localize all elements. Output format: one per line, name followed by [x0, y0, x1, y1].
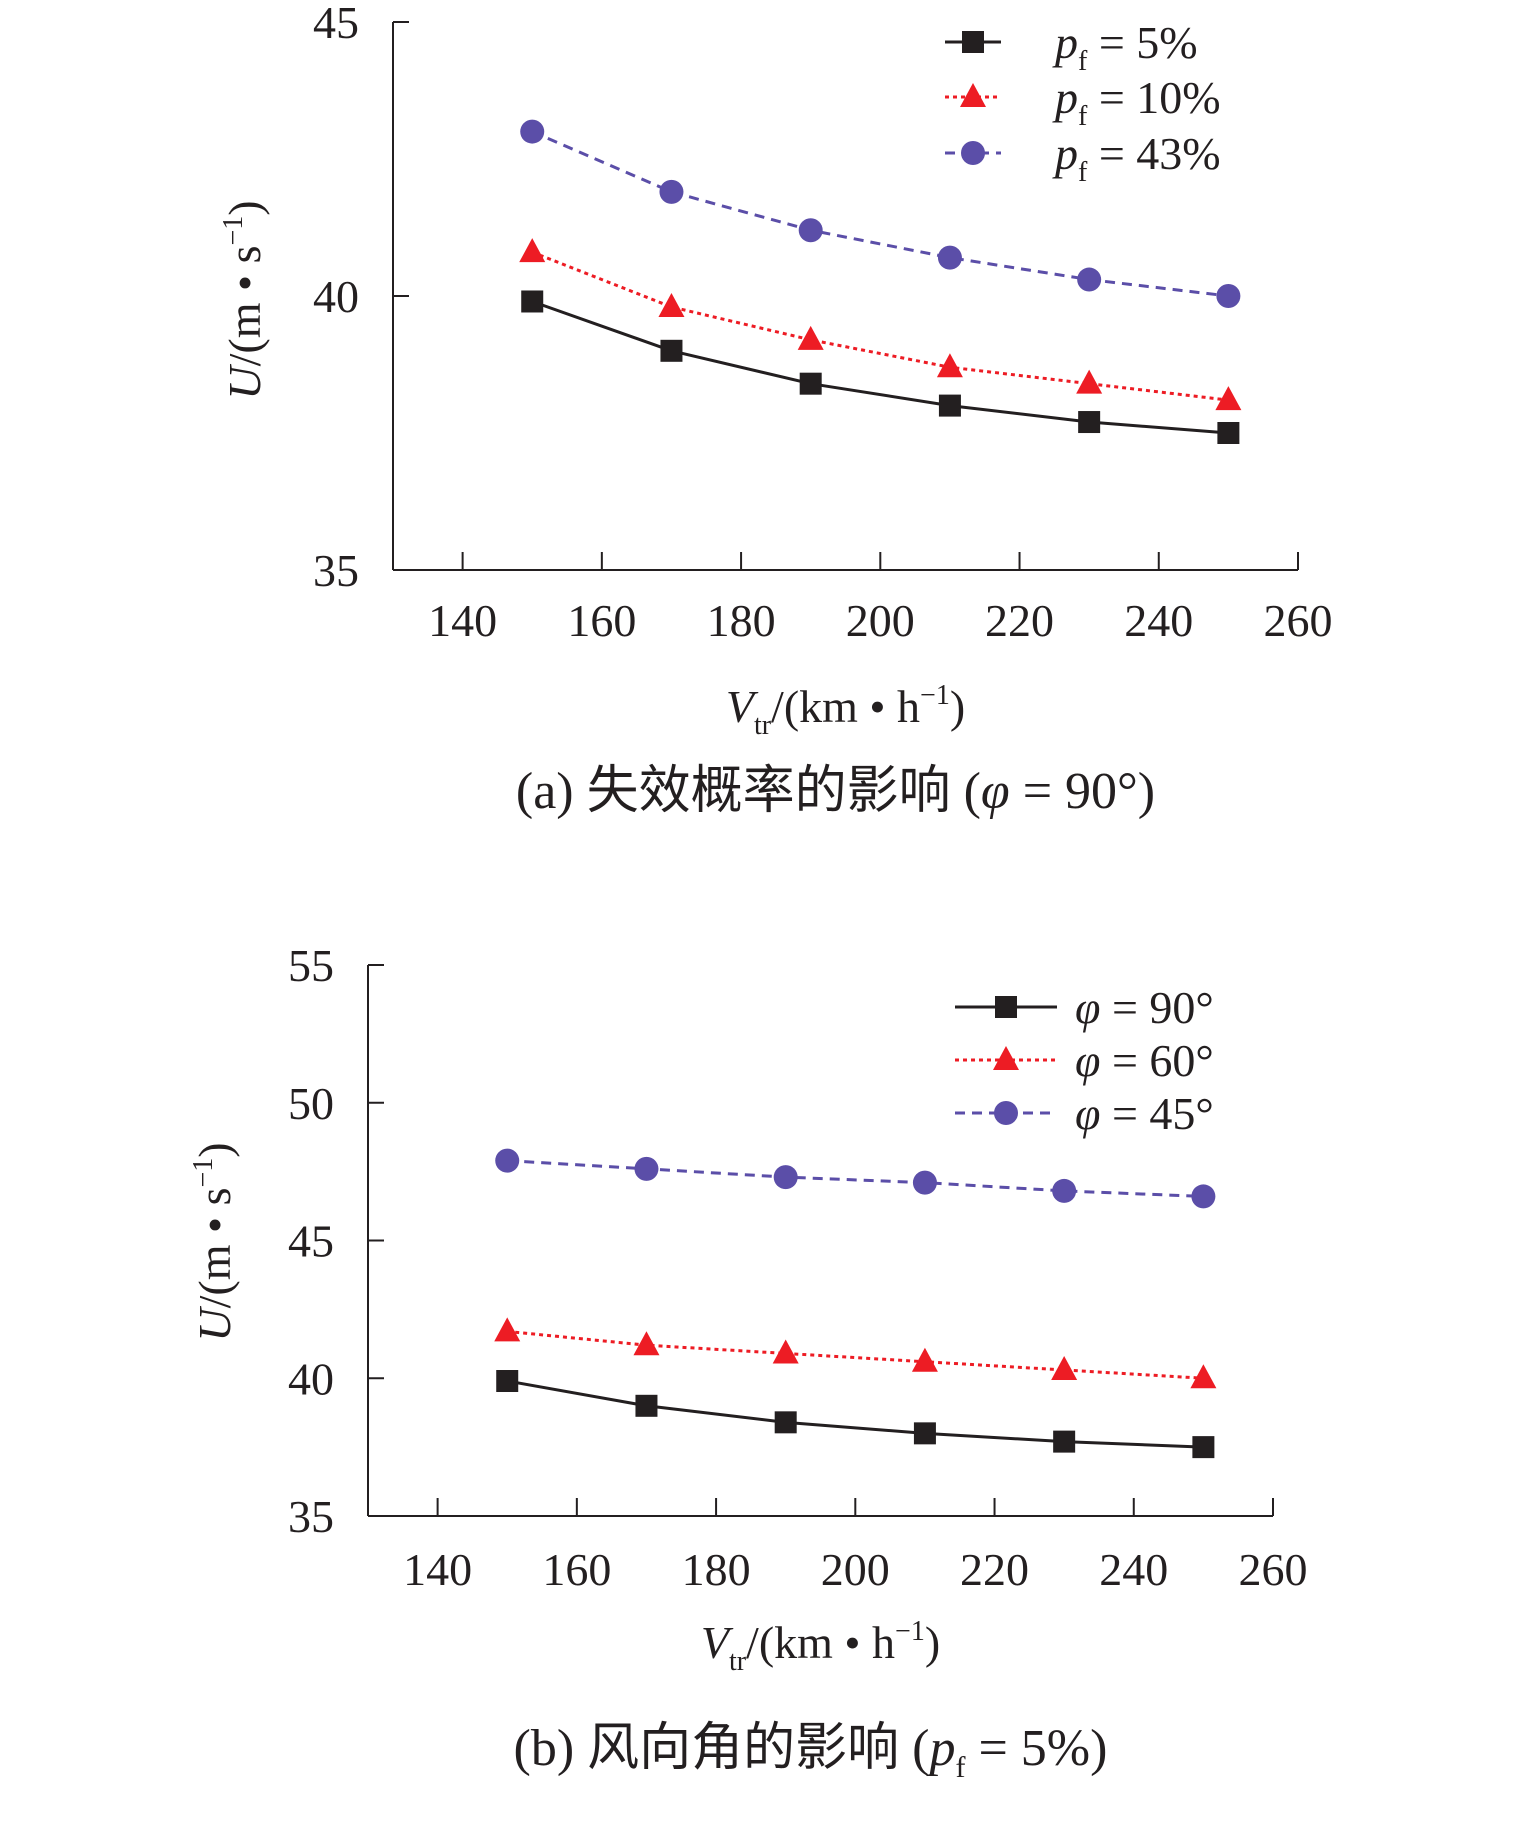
data-point — [494, 1317, 521, 1342]
legend-marker — [993, 1046, 1019, 1070]
x-tick-label: 180 — [707, 595, 776, 646]
legend-label: pf = 10% — [1052, 72, 1221, 132]
series-2 — [494, 1317, 1217, 1389]
data-point — [1215, 386, 1242, 411]
legend-label: pf = 43% — [1052, 128, 1221, 188]
data-point — [911, 1347, 938, 1372]
legend-entry-1: φ = 90° — [955, 982, 1214, 1033]
chart-panel-b: 35 40 45 50 55 140 160 180 200 220 240 260 Vtr/(km •… — [188, 940, 1308, 1784]
data-point — [633, 1331, 660, 1356]
x-tick-label: 240 — [1099, 1544, 1168, 1595]
data-point — [521, 290, 544, 313]
x-tick-label: 160 — [567, 595, 636, 646]
y-tick-label: 45 — [313, 0, 359, 48]
data-point — [913, 1422, 936, 1445]
legend-marker — [995, 996, 1017, 1018]
y-tick-label: 40 — [288, 1353, 334, 1404]
data-point — [660, 339, 683, 362]
data-point — [1078, 411, 1101, 434]
series-line — [531, 130, 1229, 298]
x-tick-label: 260 — [1239, 1544, 1308, 1595]
x-tick-label: 220 — [960, 1544, 1029, 1595]
legend-marker — [960, 83, 986, 107]
legend-marker — [961, 141, 985, 165]
x-tick-label: 260 — [1264, 595, 1333, 646]
data-point — [1192, 1436, 1215, 1459]
data-point — [912, 1170, 937, 1195]
y-axis-label: U/(m • s−1) — [188, 1142, 240, 1341]
series-line — [507, 1329, 1204, 1380]
data-point — [1076, 369, 1103, 394]
y-tick-label: 50 — [288, 1078, 334, 1129]
data-point — [634, 1156, 659, 1181]
data-point — [1051, 1355, 1078, 1380]
x-axis-label: Vtr/(km • h−1) — [701, 1616, 940, 1677]
data-point — [520, 119, 545, 144]
x-axis-label: Vtr/(km • h−1) — [726, 680, 965, 741]
chart-panel-a: 35 40 45 140 160 180 200 220 240 260 Vtr/(km • h−1… — [218, 0, 1333, 820]
series-1 — [496, 1370, 1215, 1459]
legend-entry-3: φ = 45° — [955, 1088, 1214, 1139]
series-3 — [495, 1148, 1216, 1209]
y-axis-label: U/(m • s−1) — [218, 200, 270, 399]
data-point — [938, 394, 961, 417]
data-point — [797, 325, 824, 350]
x-tick-label: 140 — [428, 595, 497, 646]
legend-label: pf = 5% — [1052, 17, 1198, 77]
y-tick-label: 45 — [288, 1216, 334, 1267]
data-point — [1216, 284, 1241, 308]
legend-marker — [962, 31, 984, 53]
data-point — [1217, 422, 1240, 444]
data-point — [496, 1370, 519, 1393]
x-tick-label: 140 — [403, 1544, 472, 1595]
chart-caption: (b) 风向角的影响 (pf = 5%) — [514, 1720, 1108, 1784]
x-tick-label: 240 — [1124, 595, 1193, 646]
data-point — [798, 218, 823, 243]
x-tick-label: 220 — [985, 595, 1054, 646]
x-tick-label: 160 — [542, 1544, 611, 1595]
data-point — [1053, 1430, 1076, 1453]
data-point — [658, 292, 685, 317]
series-3 — [520, 119, 1241, 308]
series-line — [531, 250, 1229, 402]
series-line — [531, 300, 1229, 435]
series-1 — [521, 290, 1240, 444]
y-tick-label: 55 — [288, 940, 334, 991]
legend-entry-2: φ = 60° — [955, 1035, 1214, 1086]
series-line — [506, 1379, 1204, 1449]
legend-marker — [994, 1101, 1018, 1125]
data-point — [773, 1165, 798, 1190]
data-point — [519, 238, 546, 263]
data-point — [1191, 1184, 1216, 1209]
data-point — [635, 1394, 658, 1417]
legend-label: φ = 90° — [1075, 982, 1214, 1033]
data-point — [1052, 1178, 1077, 1203]
data-point — [1077, 267, 1102, 292]
series-2 — [519, 238, 1242, 411]
y-tick-label: 40 — [313, 271, 359, 322]
data-point — [1190, 1364, 1217, 1389]
data-point — [774, 1411, 797, 1434]
data-point — [772, 1339, 799, 1364]
legend-entry-3: pf = 43% — [945, 128, 1221, 188]
legend-entry-2: pf = 10% — [945, 72, 1221, 132]
data-point — [936, 353, 963, 378]
x-tick-label: 200 — [821, 1544, 890, 1595]
series-line — [507, 1159, 1204, 1198]
x-tick-label: 200 — [846, 595, 915, 646]
y-tick-label: 35 — [288, 1491, 334, 1542]
chart-caption: (a) 失效概率的影响 (φ = 90°) — [516, 763, 1155, 820]
data-point — [937, 245, 962, 270]
x-tick-label: 180 — [682, 1544, 751, 1595]
y-tick-label: 35 — [313, 545, 359, 596]
data-point — [495, 1148, 520, 1173]
legend-label: φ = 45° — [1075, 1088, 1214, 1139]
data-point — [659, 179, 684, 204]
legend-entry-1: pf = 5% — [945, 17, 1198, 77]
legend-label: φ = 60° — [1075, 1035, 1214, 1086]
data-point — [799, 372, 822, 395]
